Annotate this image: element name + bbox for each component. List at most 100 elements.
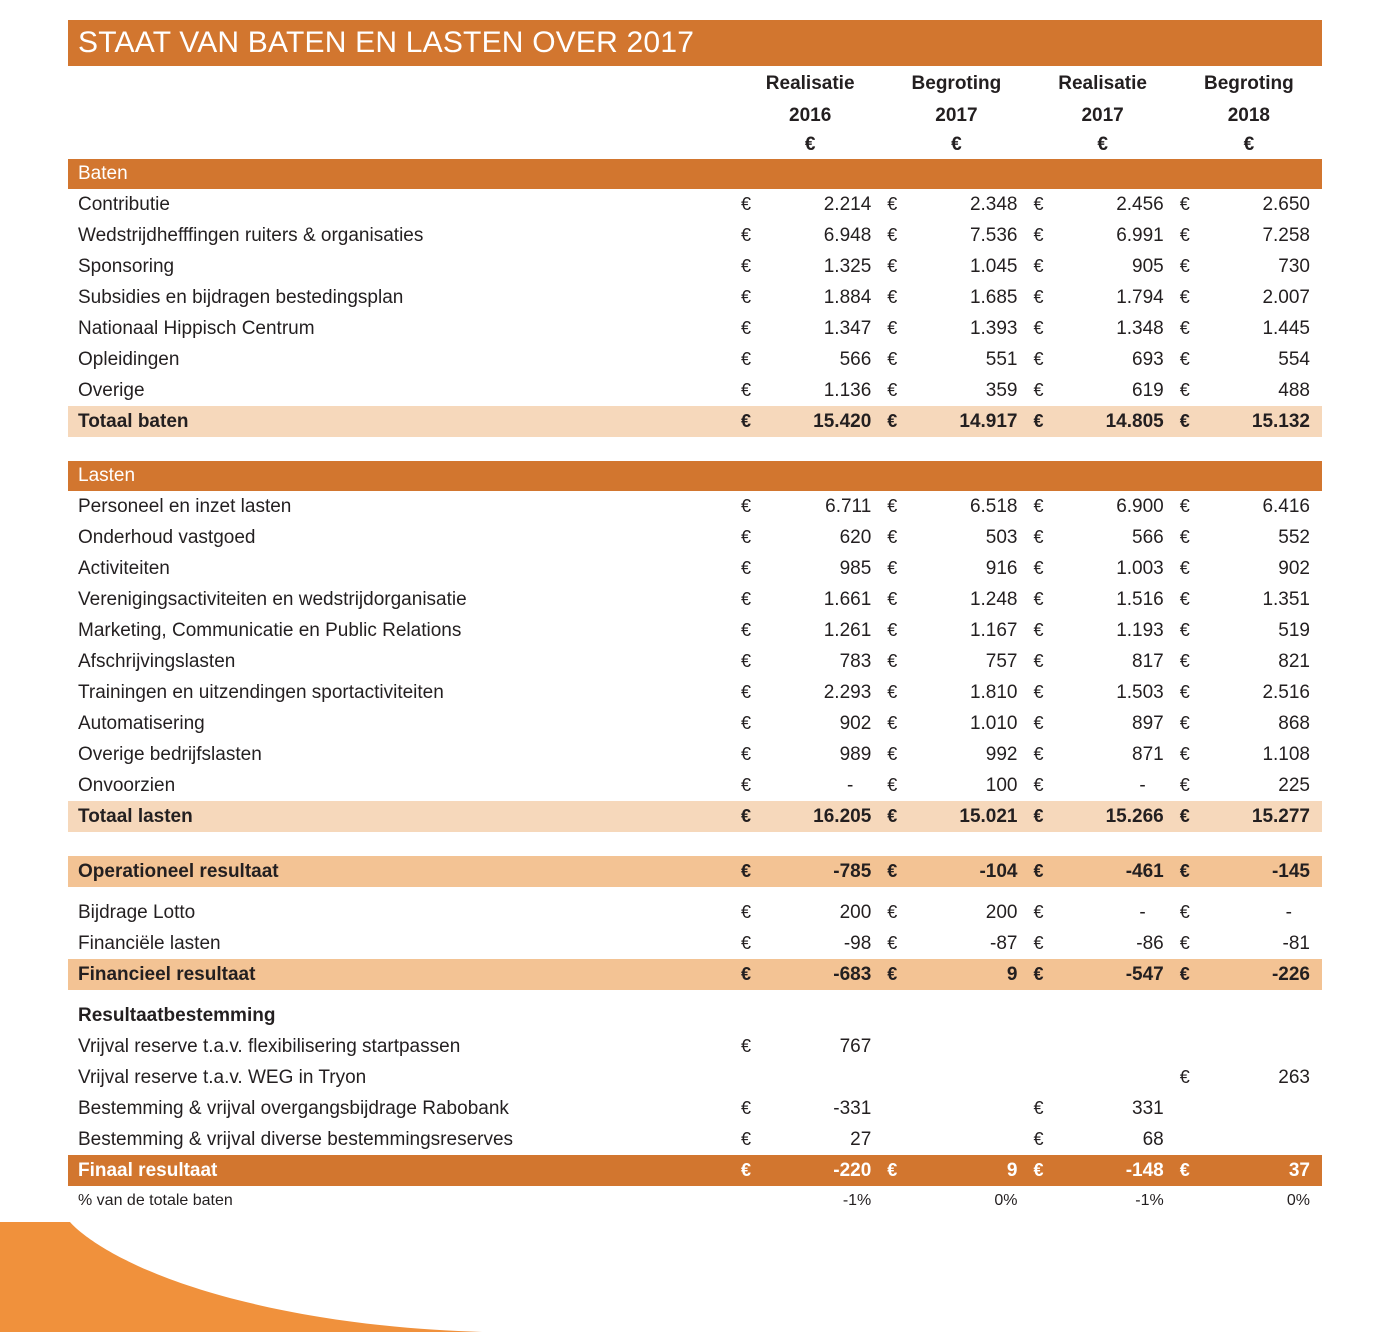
row-label: Nationaal Hippisch Centrum (78, 317, 315, 339)
row-value: 519 (1278, 619, 1310, 641)
euro-sign: € (741, 256, 752, 276)
row-value: 2.293 (823, 681, 872, 703)
table-row: Onvoorzien € - € 100 € - € 225 (68, 770, 1322, 801)
row-value: 2.516 (1262, 681, 1310, 703)
euro-sign: € (1033, 933, 1044, 953)
table-row: Bestemming & vrijval diverse bestemmings… (68, 1124, 1322, 1155)
euro-sign: € (1175, 959, 1218, 990)
euro-sign: € (737, 406, 780, 437)
row-value: 566 (1132, 526, 1164, 548)
euro-sign: € (1179, 349, 1190, 369)
euro-sign: € (741, 318, 752, 338)
row-value: 1.351 (1262, 588, 1310, 610)
row-label: Bijdrage Lotto (78, 901, 196, 923)
euro-sign: € (1175, 1155, 1218, 1186)
row-value: 1.347 (823, 317, 872, 339)
euro-sign: € (1179, 1067, 1190, 1087)
row-value: 359 (985, 379, 1018, 401)
table-row: Marketing, Communicatie en Public Relati… (68, 615, 1322, 646)
row-value: 693 (1132, 348, 1164, 370)
total-value: 14.805 (1071, 406, 1176, 437)
euro-sign: € (741, 496, 752, 516)
euro-sign: € (1029, 856, 1072, 887)
row-value: 730 (1278, 255, 1310, 277)
row-label: Bestemming & vrijval overgangsbijdrage R… (78, 1097, 509, 1119)
total-value: 14.917 (925, 406, 1030, 437)
euro-sign: € (1033, 902, 1044, 922)
euro-sign (1176, 1093, 1218, 1124)
row-label: Trainingen en uitzendingen sportactivite… (78, 681, 444, 703)
euro-sign: € (1029, 959, 1072, 990)
row-value: 7.536 (969, 224, 1018, 246)
resultaatbestemming-heading-row: Resultaatbestemming (68, 1000, 1322, 1031)
euro-sign: € (887, 902, 898, 922)
euro-sign: € (887, 194, 898, 214)
euro-sign (737, 1062, 779, 1093)
euro-sign (883, 1031, 925, 1062)
row-value: 1.261 (823, 619, 872, 641)
euro-sign: € (741, 1036, 752, 1056)
row-value (925, 1093, 1029, 1124)
column-header-years: 2016 2017 2017 2018 (68, 100, 1322, 131)
table-row: Nationaal Hippisch Centrum € 1.347 € 1.3… (68, 313, 1322, 344)
row-value: 1.010 (969, 712, 1018, 734)
row-spacer (68, 887, 1322, 897)
euro-sign: € (1029, 1155, 1072, 1186)
row-value: 916 (985, 557, 1018, 579)
row-value: 1.248 (969, 588, 1018, 610)
result-value: -104 (925, 856, 1030, 887)
euro-sign: € (1033, 1098, 1044, 1118)
euro-sign: € (887, 256, 898, 276)
euro-sign: € (1179, 651, 1190, 671)
euro-sign: € (741, 194, 752, 214)
row-value: 6.991 (1116, 224, 1164, 246)
euro-sign: € (887, 933, 898, 953)
row-value: 263 (1278, 1066, 1310, 1088)
euro-sign: € (737, 959, 780, 990)
euro-sign: € (1179, 287, 1190, 307)
euro-sign: € (741, 775, 752, 795)
column-header-names: Realisatie Begroting Realisatie Begrotin… (68, 68, 1322, 100)
euro-sign: € (1179, 256, 1190, 276)
section-spacer (68, 437, 1322, 461)
row-value: 905 (1132, 255, 1164, 277)
euro-sign: € (741, 713, 752, 733)
row-value: 902 (839, 712, 872, 734)
section-header-lasten: Lasten (68, 461, 1322, 491)
euro-sign: € (741, 287, 752, 307)
row-value (1218, 1124, 1322, 1155)
euro-sign: € (1179, 496, 1190, 516)
row-value: 27 (850, 1128, 872, 1150)
final-value: -220 (779, 1155, 884, 1186)
euro-sign (883, 1062, 925, 1093)
euro-sign: € (741, 349, 752, 369)
row-value (925, 1124, 1029, 1155)
euro-sign: € (887, 713, 898, 733)
euro-sign: € (1033, 558, 1044, 578)
euro-sign: € (887, 380, 898, 400)
row-value: 2.007 (1262, 286, 1310, 308)
row-value: 225 (1278, 774, 1310, 796)
row-value: 1.325 (823, 255, 872, 277)
euro-sign (1030, 1031, 1072, 1062)
table-row: Subsidies en bijdragen bestedingsplan € … (68, 282, 1322, 313)
baten-lasten-table: Realisatie Begroting Realisatie Begrotin… (68, 68, 1322, 1216)
operationeel-resultaat-row: Operationeel resultaat € -785 € -104 € -… (68, 856, 1322, 887)
row-value: 989 (839, 743, 872, 765)
row-value: - (1139, 901, 1146, 923)
euro-sign: € (737, 856, 780, 887)
euro-sign: € (1033, 527, 1044, 547)
total-value: 15.266 (1071, 801, 1176, 832)
euro-sign: € (883, 1155, 926, 1186)
euro-sign: € (1033, 775, 1044, 795)
column-1-year: 2017 (935, 104, 978, 126)
euro-sign: € (1179, 194, 1190, 214)
row-label: Subsidies en bijdragen bestedingsplan (78, 286, 404, 308)
table-row: Onderhoud vastgoed € 620 € 503 € 566 € 5… (68, 522, 1322, 553)
percentage-label: % van de totale baten (78, 1192, 233, 1209)
row-value: 619 (1132, 379, 1164, 401)
euro-sign: € (887, 651, 898, 671)
row-label: Verenigingsactiviteiten en wedstrijdorga… (78, 588, 467, 610)
table-row: Contributie € 2.214 € 2.348 € 2.456 € 2.… (68, 189, 1322, 220)
row-value: 7.258 (1262, 224, 1310, 246)
